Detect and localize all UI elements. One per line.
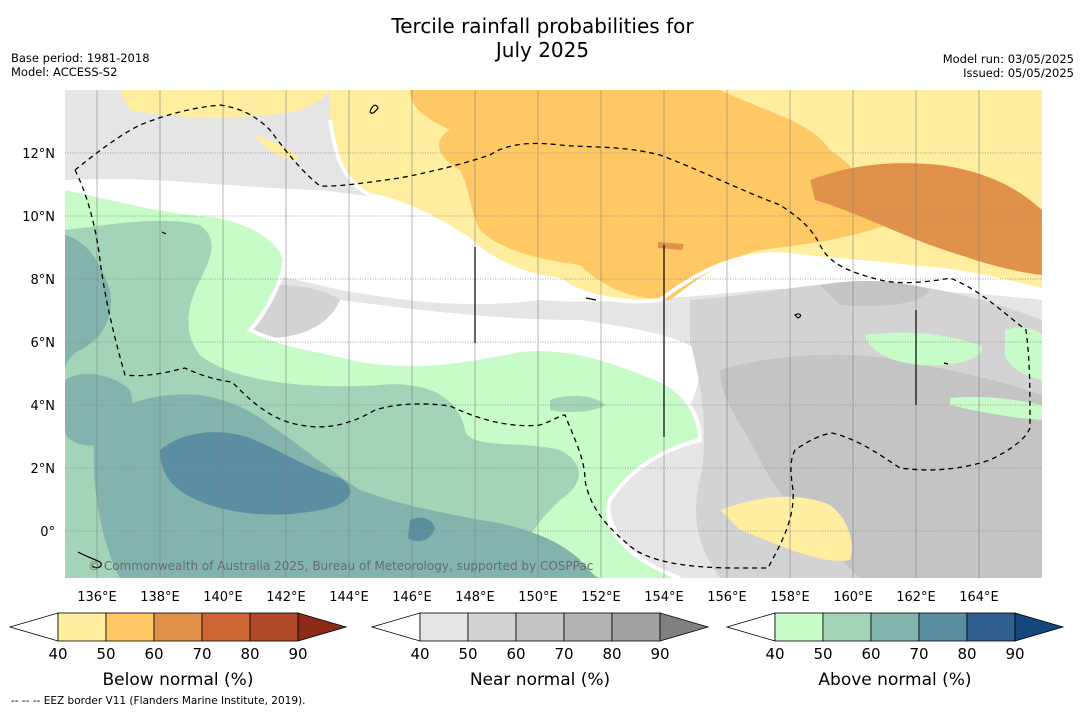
legend-tick-label: 90 <box>1005 645 1024 663</box>
islands <box>77 104 949 569</box>
legend-tick-label: 80 <box>957 645 976 663</box>
title-line-1: Tercile rainfall probabilities for <box>391 14 694 38</box>
lon-tick-label: 156°E <box>707 590 747 605</box>
legend-min-arrow <box>8 612 59 642</box>
legend-min-arrow <box>725 612 776 642</box>
longitude-axis: 136°E 138°E 140°E 142°E 144°E 146°E 148°E 150°E… <box>77 590 999 605</box>
legend-tick-label: 60 <box>861 645 880 663</box>
legend-tick-label: 60 <box>506 645 525 663</box>
lon-tick-label: 164°E <box>959 590 999 605</box>
legend-tick-label: 70 <box>192 645 211 663</box>
lon-tick-label: 158°E <box>770 590 810 605</box>
legend-tick-label: 90 <box>288 645 307 663</box>
lon-tick-label: 152°E <box>581 590 621 605</box>
eez-borders <box>74 104 1031 569</box>
lat-tick-label: 8°N <box>31 273 56 288</box>
legend-tick-label: 70 <box>554 645 573 663</box>
legend-swatch <box>201 612 251 642</box>
legend-2: 40 50 60 70 80 90 Near normal (%) <box>370 612 710 690</box>
lat-tick-label: 10°N <box>22 210 55 225</box>
legend-3: 40 50 60 70 80 90 Above normal (%) <box>725 612 1065 690</box>
lon-tick-label: 150°E <box>518 590 558 605</box>
legend-swatch <box>153 612 203 642</box>
legend-1: 40 50 60 70 80 90 Below normal (%) <box>8 612 348 690</box>
legend-swatch <box>467 612 517 642</box>
legends: 40 50 60 70 80 90 Below normal (%) 40 50 60 70 80 90… <box>8 612 1065 690</box>
legend-swatch <box>774 612 824 642</box>
base-period: Base period: 1981-2018 <box>11 51 150 65</box>
legend-swatch <box>918 612 968 642</box>
legend-title: Above normal (%) <box>818 670 971 690</box>
lat-tick-label: 2°N <box>31 462 56 477</box>
legend-tick-label: 80 <box>240 645 259 663</box>
legend-swatch <box>611 612 661 642</box>
legend-title: Near normal (%) <box>470 670 610 690</box>
legend-tick-label: 70 <box>909 645 928 663</box>
copyright-notice: © Commonwealth of Australia 2025, Bureau… <box>88 559 593 573</box>
lon-tick-label: 138°E <box>140 590 180 605</box>
model-run: Model run: 03/05/2025 <box>942 52 1074 66</box>
lon-tick-label: 162°E <box>896 590 936 605</box>
meta-left: Base period: 1981-2018 Model: ACCESS-S2 <box>11 51 150 79</box>
lon-tick-label: 154°E <box>644 590 684 605</box>
legend-tick-label: 40 <box>48 645 67 663</box>
legend-tick-label: 50 <box>813 645 832 663</box>
legend-title: Below normal (%) <box>103 670 254 690</box>
lat-tick-label: 0° <box>40 525 55 540</box>
legend-tick-label: 80 <box>602 645 621 663</box>
legend-swatch <box>105 612 155 642</box>
lat-tick-label: 12°N <box>22 147 55 162</box>
legend-tick-label: 50 <box>458 645 477 663</box>
legend-swatch <box>515 612 565 642</box>
model-name: Model: ACCESS-S2 <box>11 65 118 79</box>
issued-date: Issued: 05/05/2025 <box>963 66 1074 80</box>
legend-max-arrow <box>1014 612 1065 642</box>
probability-field <box>65 90 1042 578</box>
lon-tick-label: 136°E <box>77 590 117 605</box>
graticule <box>65 152 1042 532</box>
latitude-axis: 12°N 10°N 8°N 6°N 4°N 2°N 0° <box>22 147 55 540</box>
map-title: Tercile rainfall probabilities for July … <box>0 14 1085 62</box>
legend-tick-label: 90 <box>650 645 669 663</box>
lon-tick-label: 148°E <box>455 590 495 605</box>
legend-tick-label: 60 <box>144 645 163 663</box>
legend-max-arrow <box>297 612 348 642</box>
legend-swatch <box>870 612 920 642</box>
legend-tick-label: 40 <box>765 645 784 663</box>
eez-footnote: -- -- -- EEZ border V11 (Flanders Marine… <box>11 695 306 707</box>
legend-min-arrow <box>370 612 421 642</box>
legend-swatch <box>563 612 613 642</box>
meta-right: Model run: 03/05/2025 Issued: 05/05/2025 <box>943 52 1074 80</box>
legend-max-arrow <box>659 612 710 642</box>
lat-tick-label: 4°N <box>31 399 56 414</box>
legend-tick-label: 50 <box>96 645 115 663</box>
legend-swatch <box>419 612 469 642</box>
legend-tick-label: 40 <box>410 645 429 663</box>
lat-tick-label: 6°N <box>31 336 56 351</box>
title-line-2: July 2025 <box>495 38 590 62</box>
lon-tick-label: 142°E <box>266 590 306 605</box>
legend-swatch <box>966 612 1016 642</box>
legend-swatch <box>57 612 107 642</box>
lon-tick-label: 144°E <box>329 590 369 605</box>
lon-tick-label: 160°E <box>833 590 873 605</box>
lon-tick-label: 146°E <box>392 590 432 605</box>
lon-tick-label: 140°E <box>203 590 243 605</box>
legend-swatch <box>249 612 299 642</box>
legend-swatch <box>822 612 872 642</box>
